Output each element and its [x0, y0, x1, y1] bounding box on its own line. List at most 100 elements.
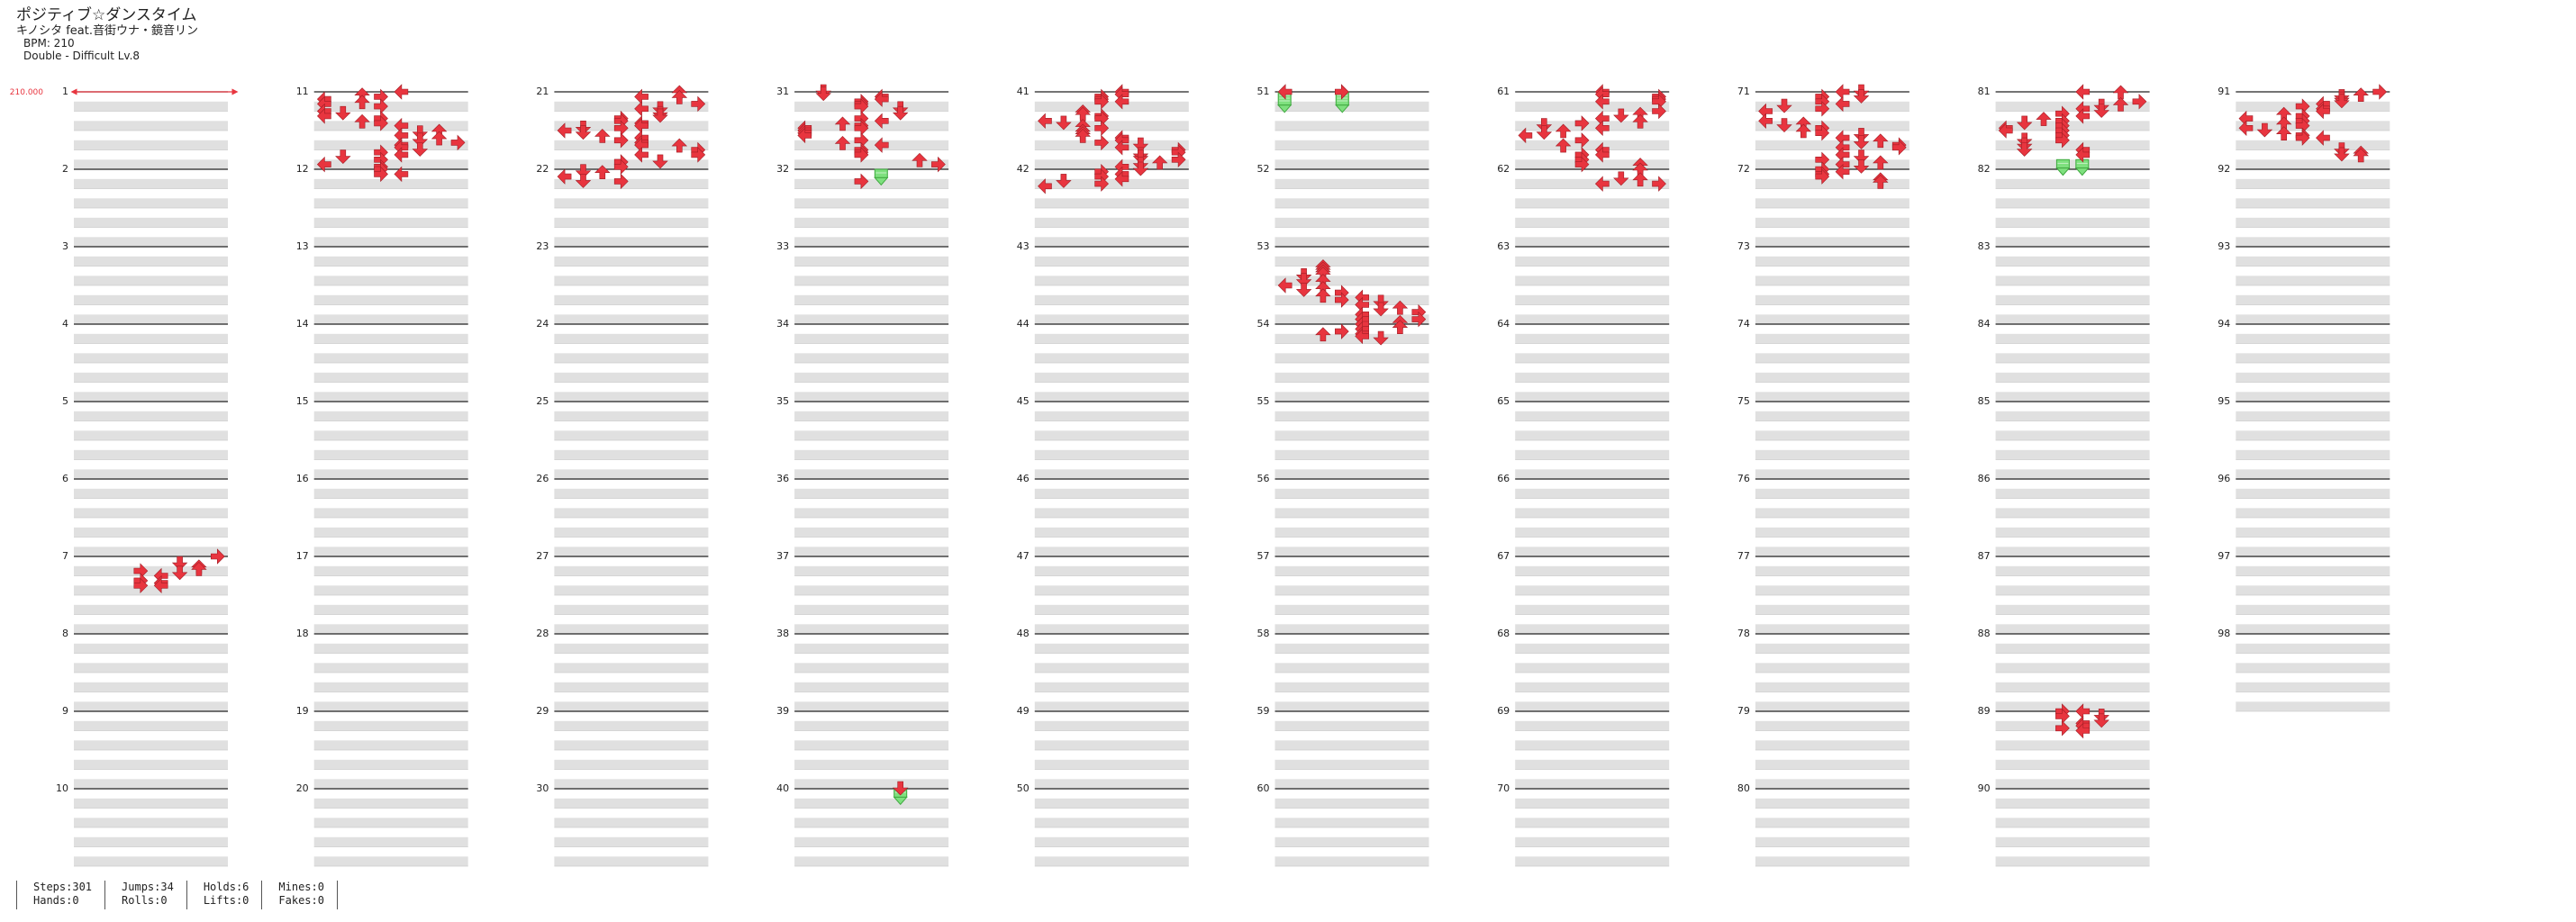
beat-stripe [794, 565, 949, 576]
arrow-right-icon [1815, 124, 1830, 141]
beat-stripe [554, 276, 709, 286]
beat-stripe [1274, 585, 1429, 596]
arrow-down-icon [575, 125, 592, 140]
arrow-right-icon [1815, 168, 1830, 185]
measure-number: 93 [2218, 240, 2230, 252]
beat-stripe [1755, 488, 1909, 499]
beat-stripe [1034, 198, 1189, 209]
arrow-down-icon [815, 86, 831, 102]
beat-stripe [1995, 314, 2150, 325]
stat-hands: Hands:0 [33, 894, 79, 907]
arrow-right-icon [691, 147, 706, 163]
measure-number: 32 [776, 163, 789, 175]
beat-stripe [554, 392, 709, 402]
hold-body [874, 168, 888, 178]
beat-stripe [313, 488, 468, 499]
arrow-up-icon [2112, 85, 2129, 100]
beat-stripe [554, 488, 709, 499]
beat-stripe [1515, 547, 1670, 557]
measure-number: 13 [296, 240, 309, 252]
stats-footer: Steps:301 Hands:0 Jumps:34 Rolls:0 Holds… [16, 881, 338, 909]
arrow-left-icon [394, 84, 409, 100]
beat-stripe [1034, 759, 1189, 770]
beat-stripe [794, 314, 949, 325]
beat-stripe [1995, 779, 2150, 790]
beat-stripe [1274, 682, 1429, 692]
arrow-left-icon [2316, 130, 2330, 146]
beat-stripe [1034, 682, 1189, 692]
beat-stripe [1995, 178, 2150, 189]
beat-stripe [1755, 411, 1909, 421]
beat-stripe [1274, 701, 1429, 712]
beat-stripe [1755, 585, 1909, 596]
arrow-down-icon [1613, 108, 1629, 123]
measure-number: 42 [1017, 163, 1029, 175]
beat-stripe [794, 508, 949, 519]
beat-stripe [794, 624, 949, 635]
beat-stripe [1755, 720, 1909, 731]
beat-stripe [554, 663, 709, 673]
arrow-right-icon [450, 134, 466, 151]
beat-stripe [1515, 101, 1670, 112]
beat-stripe [74, 411, 228, 421]
measure-number: 96 [2218, 473, 2230, 484]
beat-stripe [1515, 604, 1670, 615]
beat-stripe [554, 333, 709, 344]
beat-stripe [313, 353, 468, 364]
measure-number: 45 [1017, 395, 1029, 407]
beat-stripe [1515, 121, 1670, 131]
measure-number: 16 [296, 473, 309, 484]
arrow-down-icon [412, 125, 429, 140]
beat-stripe [1515, 585, 1670, 596]
beat-stripe [1034, 508, 1189, 519]
beat-stripe [1515, 663, 1670, 673]
beat-stripe [1034, 430, 1189, 441]
beat-stripe [794, 353, 949, 364]
beat-stripe [1995, 198, 2150, 209]
arrow-left-icon [797, 127, 812, 144]
measure-number: 70 [1497, 782, 1510, 794]
beat-stripe [313, 856, 468, 867]
measure-number: 85 [1978, 395, 1991, 407]
beat-stripe [313, 720, 468, 731]
beat-stripe [794, 759, 949, 770]
beat-stripe [313, 682, 468, 692]
measure-number: 81 [1978, 86, 1991, 97]
beat-stripe [1995, 547, 2150, 557]
arrow-right-icon [1891, 140, 1907, 156]
arrow-down-icon [335, 105, 351, 121]
beat-stripe [1274, 430, 1429, 441]
beat-stripe [794, 585, 949, 596]
beat-stripe [74, 333, 228, 344]
measure-number: 63 [1497, 240, 1510, 252]
beat-stripe [74, 720, 228, 731]
measure-number: 71 [1737, 86, 1750, 97]
beat-stripe [2236, 140, 2390, 150]
beat-stripe [554, 818, 709, 828]
beat-stripe [1995, 159, 2150, 170]
beat-stripe [2236, 469, 2390, 480]
bpm-change-label: 210.000 [10, 88, 43, 97]
measure-number: 12 [296, 163, 309, 175]
notes-layer [133, 84, 2388, 806]
beat-stripe [313, 372, 468, 383]
arrow-right-icon [1094, 176, 1110, 192]
beat-stripe [554, 121, 709, 131]
measure-number: 3 [62, 240, 68, 252]
beat-stripe [74, 159, 228, 170]
arrow-left-icon [2238, 120, 2254, 137]
beat-stripe [2236, 643, 2390, 654]
beat-stripe [1034, 836, 1189, 847]
beat-stripe [1515, 430, 1670, 441]
beat-stripe [1515, 411, 1670, 421]
arrow-up-icon [2036, 112, 2052, 126]
beat-stripe [554, 237, 709, 248]
stat-steps: Steps:301 [33, 881, 93, 893]
beat-stripe [1034, 624, 1189, 635]
measure-number: 7 [62, 550, 68, 562]
chart-difficulty: Double - Difficult Lv.8 [23, 50, 141, 63]
beat-stripe [313, 779, 468, 790]
arrow-left-icon [634, 147, 649, 163]
beat-stripe [2236, 449, 2390, 460]
